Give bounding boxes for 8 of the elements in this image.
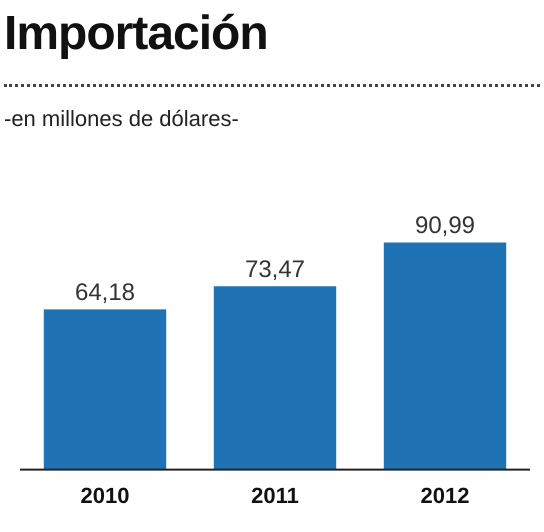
x-tick-label: 2012 (420, 482, 470, 508)
x-tick-label: 2010 (80, 482, 130, 508)
x-tick-label: 2011 (251, 482, 299, 508)
data-label: 90,99 (414, 212, 476, 240)
data-label: 64,18 (74, 279, 136, 306)
data-label: 73,47 (244, 256, 306, 283)
chart-subtitle: -en millones de dólares- (4, 106, 239, 132)
chart-title: Importación (4, 6, 268, 61)
